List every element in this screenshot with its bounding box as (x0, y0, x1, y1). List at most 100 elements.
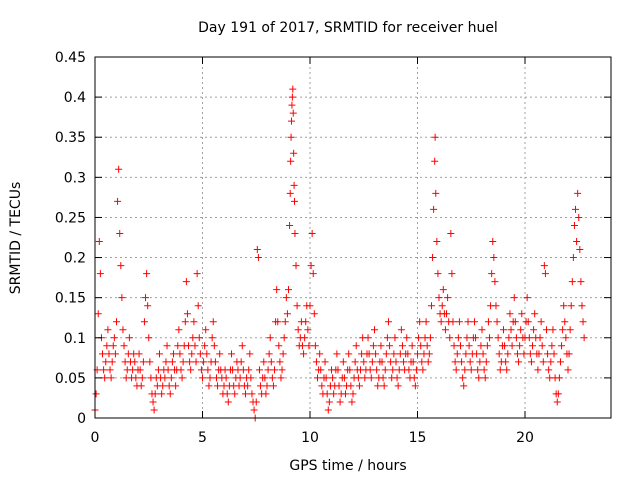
data-point (562, 334, 570, 342)
data-point (432, 189, 440, 197)
data-point (570, 221, 578, 229)
x-tick-label: 0 (91, 430, 100, 446)
data-point (161, 374, 169, 382)
data-point (397, 326, 405, 334)
data-point (408, 342, 416, 350)
data-point (216, 350, 224, 358)
data-point (314, 374, 322, 382)
data-point (544, 350, 552, 358)
data-point (404, 350, 412, 358)
data-point (135, 350, 143, 358)
data-point (318, 382, 326, 390)
data-point (513, 350, 521, 358)
data-point (236, 374, 244, 382)
data-point (347, 382, 355, 390)
data-point (139, 358, 147, 366)
data-point (352, 342, 360, 350)
data-point (367, 374, 375, 382)
data-point (304, 326, 312, 334)
data-point (325, 398, 333, 406)
data-point (336, 398, 344, 406)
data-point (193, 270, 201, 278)
data-point (115, 165, 123, 173)
data-point (527, 358, 535, 366)
data-point (132, 374, 140, 382)
data-point (438, 302, 446, 310)
data-point (502, 358, 510, 366)
data-point (444, 294, 452, 302)
data-point (470, 318, 478, 326)
data-point (560, 302, 568, 310)
data-point (281, 318, 289, 326)
data-point (285, 286, 292, 294)
data-point (317, 366, 325, 374)
data-point (187, 366, 195, 374)
data-point (191, 342, 199, 350)
data-point (103, 342, 111, 350)
data-point (238, 342, 246, 350)
data-point (151, 390, 159, 398)
data-point (214, 382, 222, 390)
data-point (452, 366, 460, 374)
data-point (177, 366, 185, 374)
data-point (199, 374, 206, 382)
data-point (430, 205, 438, 213)
data-point (231, 390, 239, 398)
data-point (137, 382, 145, 390)
data-point (474, 366, 482, 374)
data-point (196, 350, 204, 358)
axis-ticks: 0 0.05 0.1 0.15 0.2 0.25 0.3 0.35 0.4 0.45 0 5 10 15 2… (55, 50, 611, 446)
data-point (491, 278, 499, 286)
data-point (462, 350, 470, 358)
y-tick-label: 0.15 (55, 291, 86, 307)
y-tick-label: 0.2 (64, 251, 86, 267)
data-point (324, 406, 332, 414)
data-point (119, 326, 127, 334)
data-point (511, 318, 519, 326)
data-point (538, 342, 546, 350)
data-point (458, 358, 466, 366)
data-point (306, 302, 314, 310)
data-point (192, 358, 200, 366)
data-point (536, 334, 544, 342)
data-point (106, 366, 114, 374)
data-point (354, 374, 362, 382)
data-point (464, 318, 472, 326)
data-point (578, 302, 586, 310)
y-tick-label: 0.35 (55, 130, 86, 146)
plot-frame (94, 56, 612, 419)
data-point (461, 366, 469, 374)
data-point (143, 270, 151, 278)
data-point (312, 358, 320, 366)
data-point (410, 374, 418, 382)
data-point (276, 358, 284, 366)
data-point (475, 374, 483, 382)
data-point (427, 302, 435, 310)
data-point (492, 302, 500, 310)
data-point (164, 366, 172, 374)
data-point (409, 358, 417, 366)
data-point (309, 270, 317, 278)
data-point (478, 326, 486, 334)
x-tick-label: 15 (409, 430, 427, 446)
data-point (255, 366, 263, 374)
data-point (369, 342, 377, 350)
data-point (334, 366, 342, 374)
data-point (466, 358, 474, 366)
data-point (423, 342, 431, 350)
data-point (543, 326, 550, 334)
data-point (574, 189, 582, 197)
data-point (490, 254, 498, 262)
data-point (426, 334, 434, 342)
data-point (202, 326, 210, 334)
data-point (400, 358, 408, 366)
data-point (316, 350, 324, 358)
data-point (205, 382, 213, 390)
data-point (548, 342, 556, 350)
data-point (118, 294, 126, 302)
data-point (361, 374, 369, 382)
data-point (412, 366, 420, 374)
data-point (457, 342, 464, 350)
data-point (261, 374, 269, 382)
data-point (463, 334, 471, 342)
